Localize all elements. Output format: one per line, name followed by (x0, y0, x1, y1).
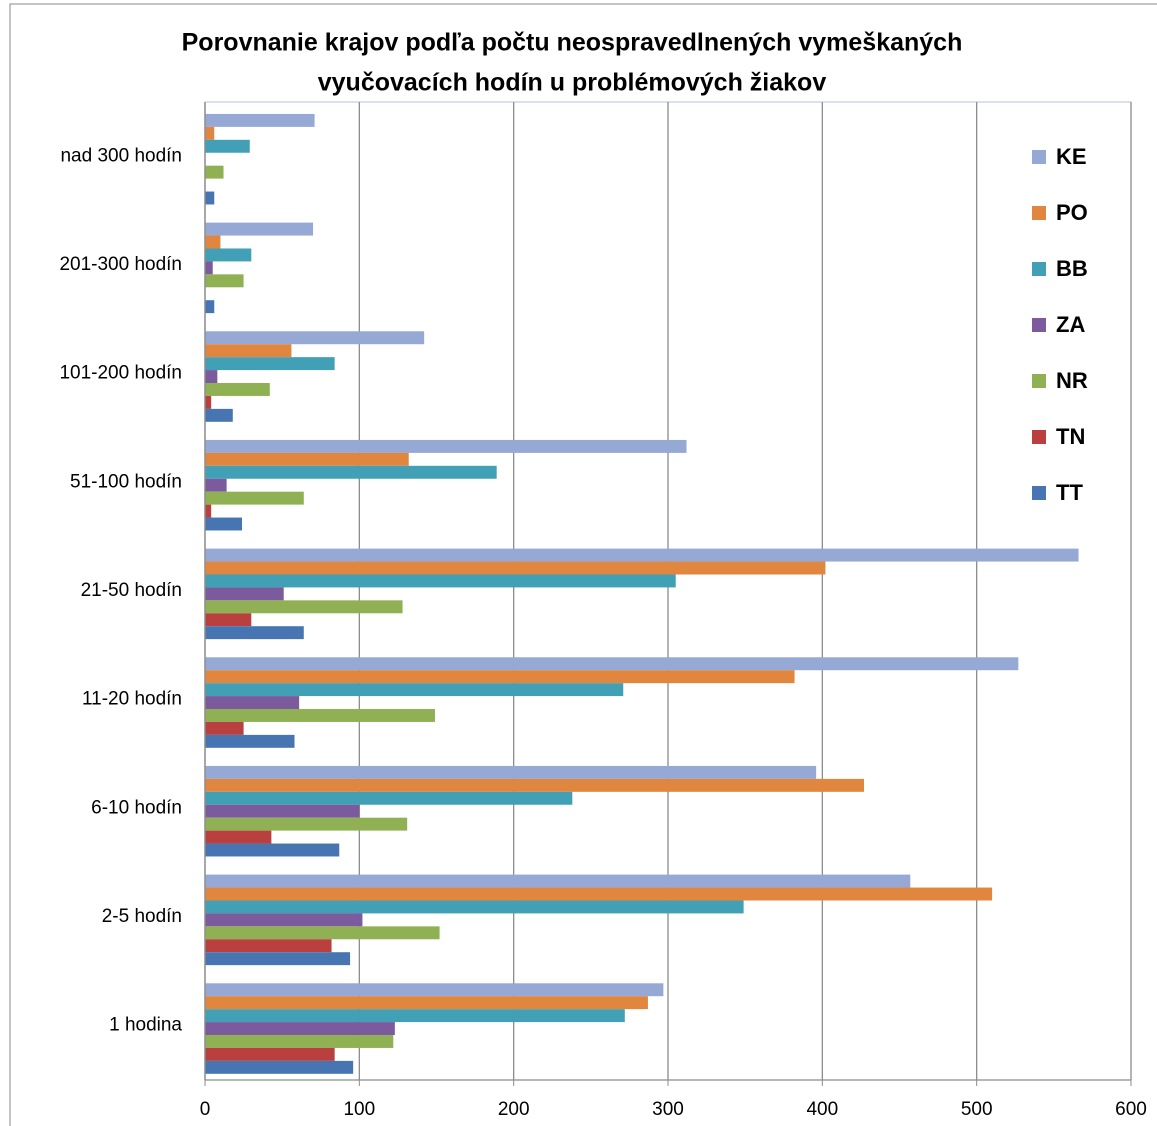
x-tick-label: 200 (498, 1099, 530, 1120)
bar (205, 626, 304, 640)
bar (205, 408, 233, 422)
bar (205, 1060, 354, 1074)
y-tick-label: 51-100 hodín (70, 471, 182, 492)
bar (205, 395, 212, 409)
y-tick-label: 1 hodina (109, 1015, 182, 1036)
legend-label: TT (1056, 480, 1083, 505)
bar (205, 561, 826, 575)
bar (205, 843, 340, 857)
bar (205, 248, 252, 262)
bar (205, 357, 335, 371)
bar (205, 765, 817, 779)
bar (205, 709, 435, 722)
bar (205, 887, 993, 901)
bar (205, 817, 408, 831)
bar (205, 778, 865, 792)
bar (205, 139, 250, 153)
bar (205, 791, 573, 805)
bar (205, 439, 687, 453)
legend-swatch (1032, 374, 1046, 388)
bar (205, 548, 1079, 562)
legend-swatch (1032, 318, 1046, 332)
x-tick-label: 300 (652, 1099, 684, 1120)
bar (205, 1035, 394, 1048)
bar (205, 383, 270, 396)
bar (205, 983, 664, 997)
bar (205, 478, 227, 492)
chart-title: Porovnanie krajov podľa počtu neospraved… (182, 29, 963, 57)
bar (205, 874, 911, 888)
bar (205, 734, 295, 748)
bar (205, 504, 212, 518)
legend-swatch (1032, 486, 1046, 500)
y-tick-label: 21-50 hodín (81, 580, 182, 601)
bar (205, 939, 332, 953)
legend-label: PO (1056, 200, 1088, 225)
bar (205, 465, 497, 479)
x-tick-label: 400 (806, 1099, 838, 1120)
bar (205, 952, 351, 966)
bar (205, 517, 243, 531)
legend-label: KE (1056, 144, 1087, 169)
legend-label: ZA (1056, 312, 1085, 337)
y-tick-label: 11-20 hodín (82, 689, 182, 710)
bar (205, 491, 304, 505)
bar (205, 235, 221, 249)
bar (205, 721, 244, 735)
bar (205, 344, 292, 358)
x-tick-label: 100 (343, 1099, 375, 1120)
bar (205, 452, 409, 466)
bar (205, 926, 440, 940)
legend-label: BB (1056, 256, 1088, 281)
bar (205, 222, 314, 236)
bar (205, 683, 624, 697)
bar (205, 900, 744, 914)
bar (205, 657, 1019, 671)
bar (205, 913, 363, 927)
bar (205, 191, 215, 205)
x-tick-label: 0 (200, 1099, 211, 1120)
legend-swatch (1032, 430, 1046, 444)
y-tick-label: 6-10 hodín (91, 797, 182, 818)
y-tick-label: 201-300 hodín (59, 254, 182, 275)
bar (205, 670, 795, 684)
legend-swatch (1032, 206, 1046, 220)
bar (205, 274, 244, 288)
y-tick-label: 2-5 hodín (102, 906, 182, 927)
bar (205, 996, 648, 1010)
bar (205, 300, 215, 314)
bar (205, 830, 272, 844)
legend-swatch (1032, 262, 1046, 276)
bar (205, 1047, 335, 1061)
bar (205, 574, 676, 588)
y-tick-label: 101-200 hodín (59, 363, 182, 384)
legend-label: NR (1056, 368, 1088, 393)
bar (205, 587, 284, 601)
x-tick-label: 500 (961, 1099, 993, 1120)
bar (205, 804, 360, 818)
x-tick-label: 600 (1115, 1099, 1147, 1120)
bar (205, 113, 315, 127)
y-tick-label: nad 300 hodín (60, 145, 182, 166)
bar (205, 126, 215, 140)
bar (205, 165, 224, 179)
chart-title: vyučovacích hodín u problémových žiakov (318, 69, 827, 97)
bar (205, 1022, 395, 1036)
legend-label: TN (1056, 424, 1085, 449)
bar (205, 261, 213, 275)
legend-swatch (1032, 150, 1046, 164)
bar (205, 600, 403, 614)
bar (205, 696, 300, 710)
bar (205, 1009, 625, 1023)
bar (205, 370, 218, 384)
bar (205, 331, 425, 345)
bar (205, 613, 252, 627)
